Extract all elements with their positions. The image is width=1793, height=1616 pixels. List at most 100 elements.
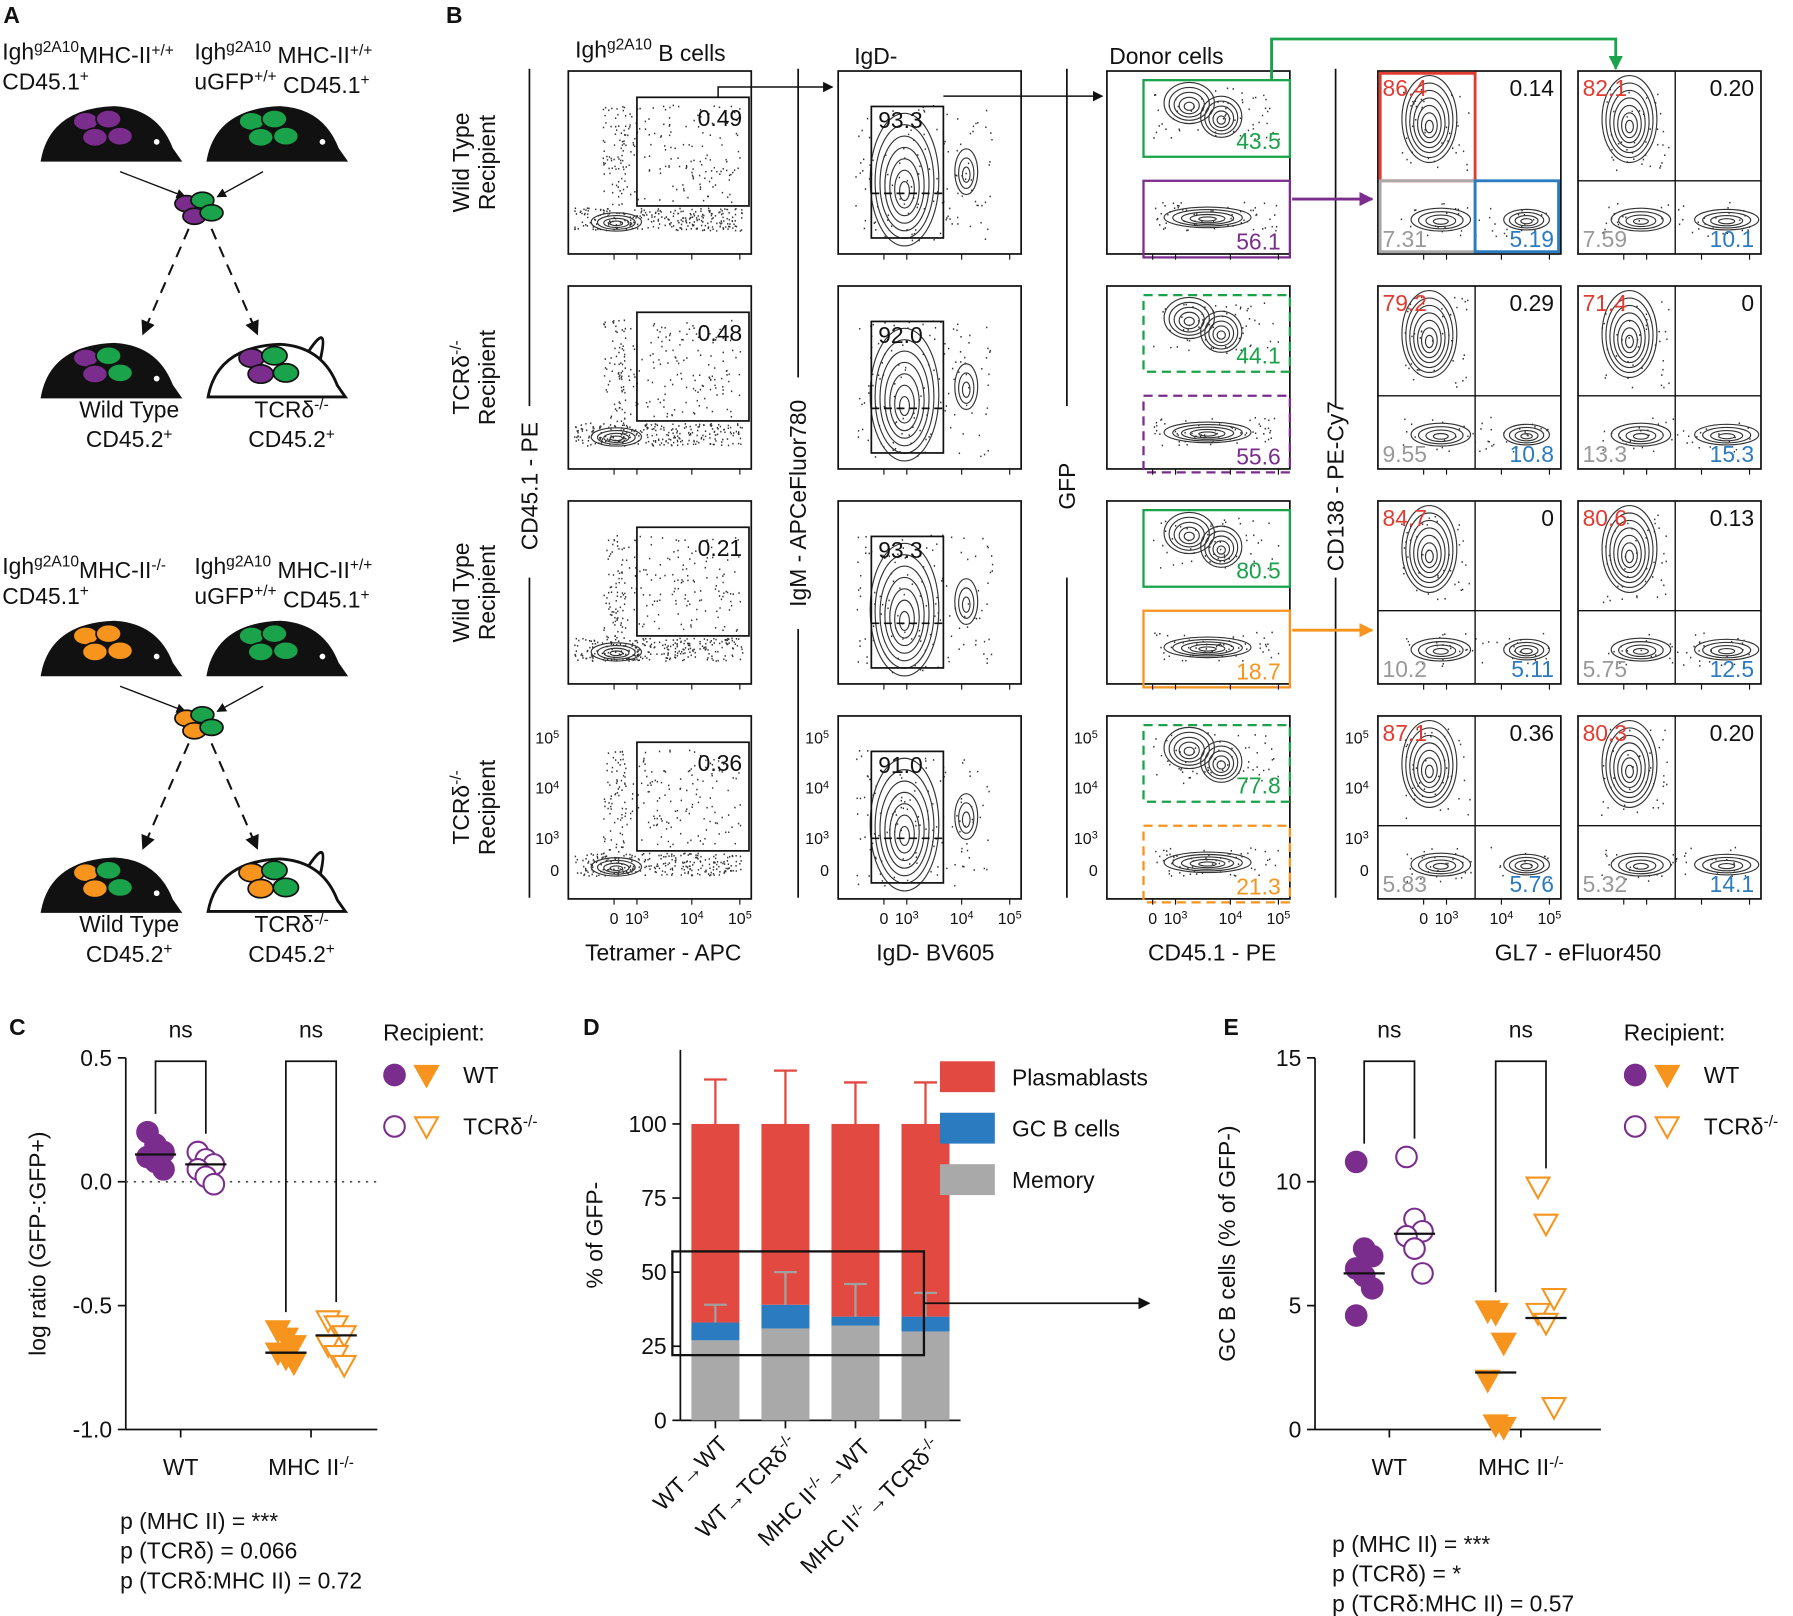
contour: [1609, 304, 1650, 369]
superscript: +: [360, 587, 369, 604]
contour: [1163, 206, 1252, 229]
contour: [894, 384, 915, 424]
contour: [1610, 207, 1672, 232]
cell: [247, 127, 275, 148]
contour: [1694, 423, 1760, 446]
superscript: +/+: [254, 583, 276, 600]
contour: [590, 642, 643, 662]
gate-value: 93.3: [878, 107, 922, 133]
superscript: 4: [553, 779, 559, 791]
contour: [1183, 316, 1195, 326]
bar-segment: [901, 1331, 950, 1421]
x-tick-label: MHC II-/-: [1478, 1454, 1564, 1480]
superscript: 5: [553, 729, 559, 741]
cell: [95, 345, 123, 366]
contour: [1198, 216, 1217, 222]
plot-frame: [1377, 70, 1562, 255]
event-dots: [574, 535, 744, 662]
superscript: 3: [1452, 910, 1458, 922]
quadrant-value: 12.5: [1710, 656, 1755, 682]
tick-label: 103: [895, 910, 919, 928]
point: [1482, 1302, 1509, 1327]
tick-label: 104: [680, 910, 704, 928]
contour: [1514, 644, 1539, 657]
event-dots: [1402, 296, 1549, 453]
contour: [1618, 211, 1664, 230]
contour: [1508, 426, 1545, 444]
cell: [95, 623, 123, 644]
contour: [879, 350, 930, 447]
contour: [1204, 530, 1239, 565]
column-title: Donor cells: [1109, 43, 1223, 69]
arrow: [216, 171, 264, 198]
contour: [1401, 504, 1458, 594]
axis-label: IgD- BV605: [876, 940, 994, 966]
contour: [1694, 638, 1760, 661]
contour: [899, 395, 910, 417]
cell: [81, 878, 109, 899]
text-part: MHC-II: [271, 42, 350, 68]
contour: [1625, 859, 1657, 873]
eye: [153, 890, 160, 897]
contour: [609, 650, 624, 657]
plot-frame: [1577, 285, 1762, 470]
arrow: [119, 171, 187, 199]
significance-bracket: [154, 1060, 207, 1134]
contour: [1520, 218, 1533, 225]
recipient-label: CD45.2+: [248, 941, 335, 967]
superscript: 5: [1363, 729, 1369, 741]
contour: [1624, 549, 1634, 564]
stat-text: p (TCRδ:MHC II) = 0.57: [1332, 1590, 1574, 1616]
cell: [247, 364, 275, 385]
eye: [319, 139, 326, 145]
contour: [954, 578, 979, 626]
contour: [1405, 512, 1454, 589]
event-dots: [1153, 302, 1279, 447]
contour: [1198, 861, 1217, 867]
contour: [1710, 644, 1744, 657]
eye: [153, 375, 160, 382]
quadrant-value: 0.29: [1510, 290, 1555, 316]
superscript: 3: [1181, 910, 1187, 922]
point: [1524, 1176, 1552, 1201]
contour: [1417, 856, 1464, 875]
text-part: CD45.2: [248, 426, 326, 452]
gate: [1142, 79, 1292, 158]
arrow: [119, 685, 187, 713]
gate-value: 44.1: [1236, 343, 1280, 369]
error-bar: [774, 1069, 797, 1124]
contour: [1610, 422, 1672, 447]
text-part: 10: [1074, 730, 1092, 747]
contour: [1520, 433, 1533, 440]
legend-label: Plasmablasts: [1012, 1064, 1148, 1090]
point: [1654, 1064, 1681, 1089]
tick-label: 0: [1148, 911, 1157, 928]
contour: [894, 814, 915, 854]
panel-label: B: [446, 2, 463, 28]
axis-label: % of GFP-: [582, 1182, 608, 1289]
stat-text: p (MHC II) = ***: [120, 1508, 278, 1534]
column-title: Ighg2A10 B cells: [575, 36, 725, 66]
quadrant-value: 5.32: [1583, 871, 1628, 897]
event-dots: [1602, 514, 1750, 667]
contour: [1204, 745, 1239, 780]
gate-value: 56.1: [1236, 228, 1280, 254]
contour: [899, 180, 910, 202]
text-part: 10: [895, 911, 913, 928]
contour: [1420, 757, 1438, 784]
point: [383, 1063, 406, 1087]
point: [1540, 1288, 1568, 1312]
contour: [1609, 734, 1650, 799]
donor-label: Ighg2A10 MHC-II+/+: [194, 553, 372, 583]
y-tick-label: 75: [641, 1185, 666, 1211]
axis-label: IgM - APCeFluor780: [785, 400, 811, 607]
superscript: +/+: [350, 557, 372, 574]
contour: [1200, 525, 1243, 568]
contour: [1180, 426, 1235, 440]
contour: [954, 363, 979, 411]
gate-value: 80.5: [1236, 558, 1280, 584]
tick-label: 103: [1164, 910, 1188, 928]
contour: [884, 576, 925, 654]
gating-arrow: [1270, 37, 1623, 81]
annotation: ns: [299, 1016, 323, 1042]
